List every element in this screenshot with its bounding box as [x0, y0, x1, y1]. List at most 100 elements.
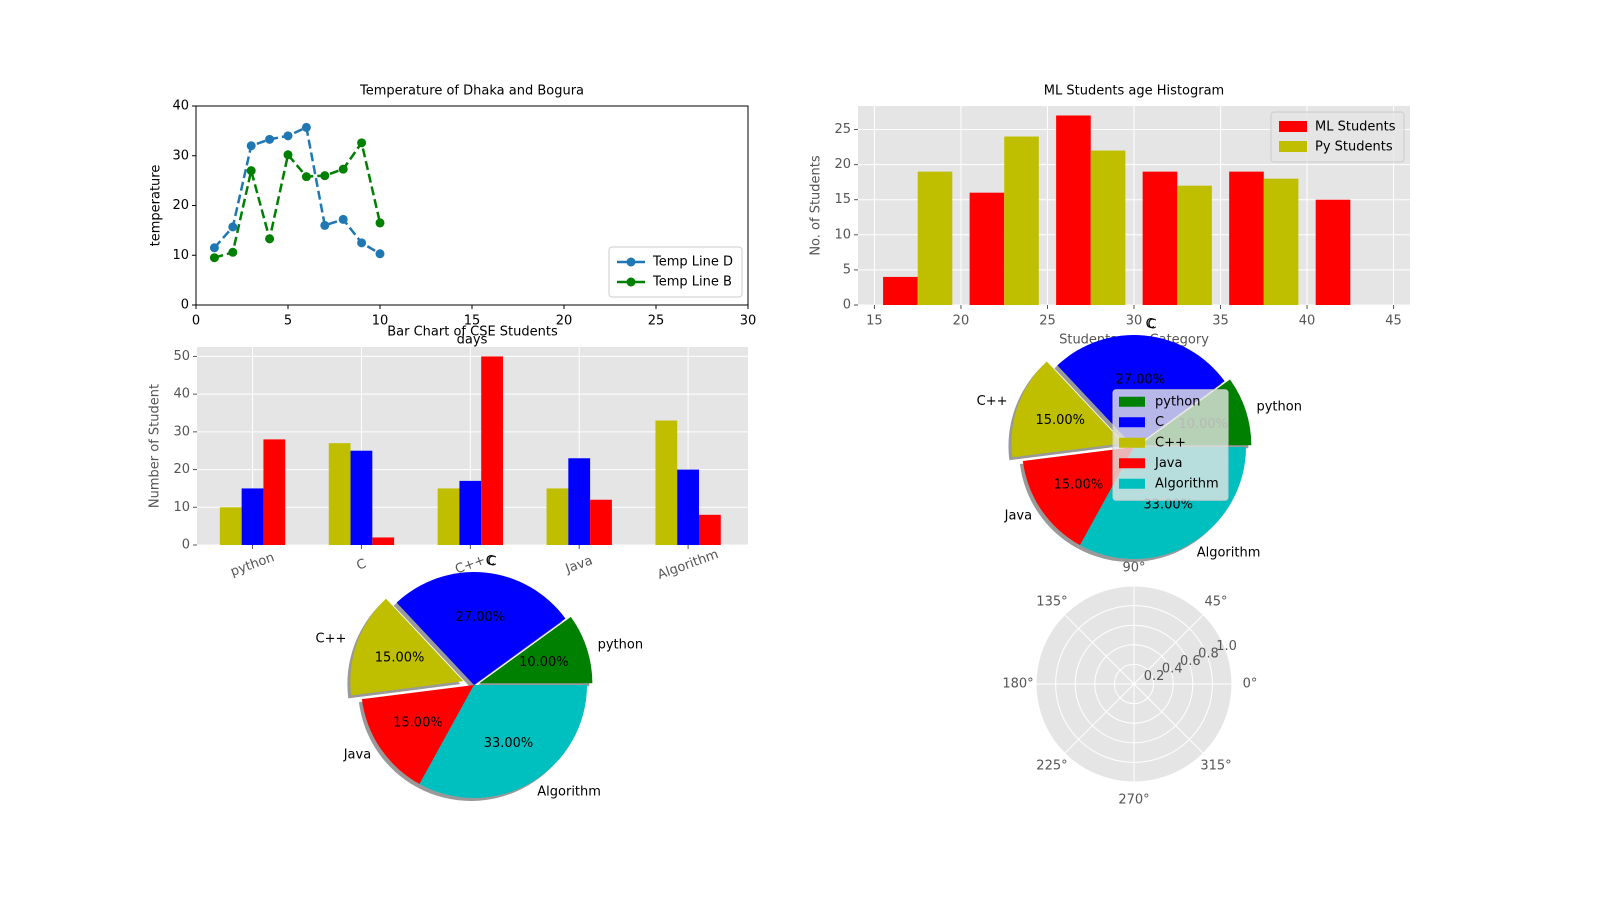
x-tick-label: 10: [372, 314, 389, 329]
histogram-bar: [1229, 171, 1264, 305]
y-axis-label: Number of Student: [148, 384, 163, 508]
pie-label: Algorithm: [537, 784, 601, 799]
legend-box: [608, 246, 743, 298]
x-axis-label: days: [457, 333, 488, 348]
legend-swatch: [1279, 141, 1307, 152]
point: [357, 238, 367, 248]
point: [283, 131, 293, 141]
pie-value-label: 15.00%: [375, 651, 425, 666]
radial-tick-label: 0.6: [1180, 654, 1201, 669]
x-tick-label: 20: [953, 314, 970, 329]
line-series: [213, 125, 381, 255]
y-axis-label: temperature: [149, 165, 164, 247]
histogram-bar: [917, 171, 953, 305]
point: [246, 141, 256, 151]
legend-swatch: [1279, 121, 1307, 132]
chart-title: Temperature of Dhaka and Bogura: [359, 84, 584, 99]
legend-label: ML Students: [1315, 120, 1396, 135]
y-tick-label: 20: [173, 462, 190, 477]
x-tick-label: 0: [192, 314, 200, 329]
point: [283, 150, 293, 160]
legend-label: Py Students: [1315, 140, 1393, 155]
point: [265, 234, 275, 244]
legend-swatch: [1119, 417, 1145, 428]
pie-label: Algorithm: [1197, 546, 1261, 561]
chart-title: Bar Chart of CSE Students: [387, 325, 558, 340]
angular-grid-line: [1133, 683, 1204, 754]
histogram-bar: [969, 192, 1005, 305]
radial-tick-label: 0.4: [1162, 661, 1183, 676]
x-tick-label: 15: [464, 314, 481, 329]
y-tick-label: 20: [172, 198, 189, 213]
legend-swatch: [1119, 458, 1145, 469]
y-tick-label: 20: [834, 157, 851, 172]
legend-swatch: [1119, 437, 1145, 448]
histogram-bar: [1263, 178, 1299, 305]
bar: [546, 488, 569, 545]
y-tick-label: 0: [843, 298, 851, 313]
pie-value-label: 15.00%: [1035, 413, 1085, 428]
point: [228, 222, 238, 232]
legend-swatch: [1119, 396, 1145, 407]
angle-tick-label: 180°: [1002, 677, 1033, 692]
pie-label: python: [598, 637, 643, 652]
angle-tick-label: 45°: [1205, 594, 1228, 609]
bar: [459, 480, 482, 545]
y-tick-label: 0: [181, 298, 189, 313]
pie-wedge: [396, 572, 566, 685]
bar: [219, 507, 242, 545]
legend-label: C++: [1155, 435, 1186, 450]
angular-grid-line: [1064, 614, 1135, 685]
x-tick-label: 25: [1039, 314, 1056, 329]
point: [320, 220, 330, 230]
legend-swatch: [1119, 478, 1145, 489]
pie-wedge: [350, 598, 464, 696]
bar: [263, 439, 286, 545]
histogram-bar: [1142, 171, 1178, 305]
point: [265, 134, 275, 144]
chart-title: C: [1147, 318, 1156, 333]
point: [375, 249, 385, 259]
point: [320, 171, 330, 181]
pie-wedge: [419, 685, 587, 798]
histogram-bar: [1090, 150, 1126, 305]
pie-value-label: 15.00%: [1054, 477, 1104, 492]
point: [338, 214, 348, 224]
y-tick-label: 25: [834, 122, 851, 137]
radial-tick-label: 1.0: [1216, 639, 1237, 654]
point: [301, 172, 311, 182]
x-tick-label: 45: [1385, 314, 1402, 329]
histogram-bar: [883, 276, 918, 305]
pie-label: C++: [316, 632, 347, 647]
bar: [677, 469, 699, 545]
histogram-bar: [1004, 136, 1039, 305]
legend-label: Temp Line B: [652, 275, 732, 290]
y-tick-label: 30: [173, 424, 190, 439]
pie-value-label: 27.00%: [456, 610, 506, 625]
chart-title: ML Students age Histogram: [1044, 84, 1224, 99]
histogram-bar: [1177, 185, 1212, 305]
y-tick-label: 10: [173, 500, 190, 515]
radial-tick-label: 0.2: [1144, 669, 1165, 684]
x-tick-label: 15: [866, 314, 883, 329]
point: [375, 218, 385, 228]
y-tick-label: 30: [172, 148, 189, 163]
y-tick-label: 15: [834, 192, 851, 207]
radial-tick-label: 0.8: [1198, 646, 1219, 661]
pie-label: C: [486, 554, 495, 569]
angle-tick-label: 0°: [1243, 677, 1258, 692]
y-tick-label: 5: [843, 262, 851, 277]
x-tick-label: 40: [1299, 314, 1316, 329]
axes-frame: [195, 105, 749, 306]
legend-label: Temp Line D: [652, 255, 733, 270]
point: [357, 138, 367, 148]
pie-label: Java: [1004, 509, 1032, 524]
bar: [350, 450, 373, 545]
angle-tick-label: 225°: [1036, 759, 1067, 774]
pie-value-label: 27.00%: [1116, 373, 1166, 388]
y-tick-label: 0: [182, 538, 190, 553]
legend-label: Java: [1154, 456, 1182, 471]
legend-label: python: [1155, 394, 1200, 409]
pie-value-label: 33.00%: [1143, 497, 1193, 512]
x-tick-label: 30: [740, 314, 757, 329]
